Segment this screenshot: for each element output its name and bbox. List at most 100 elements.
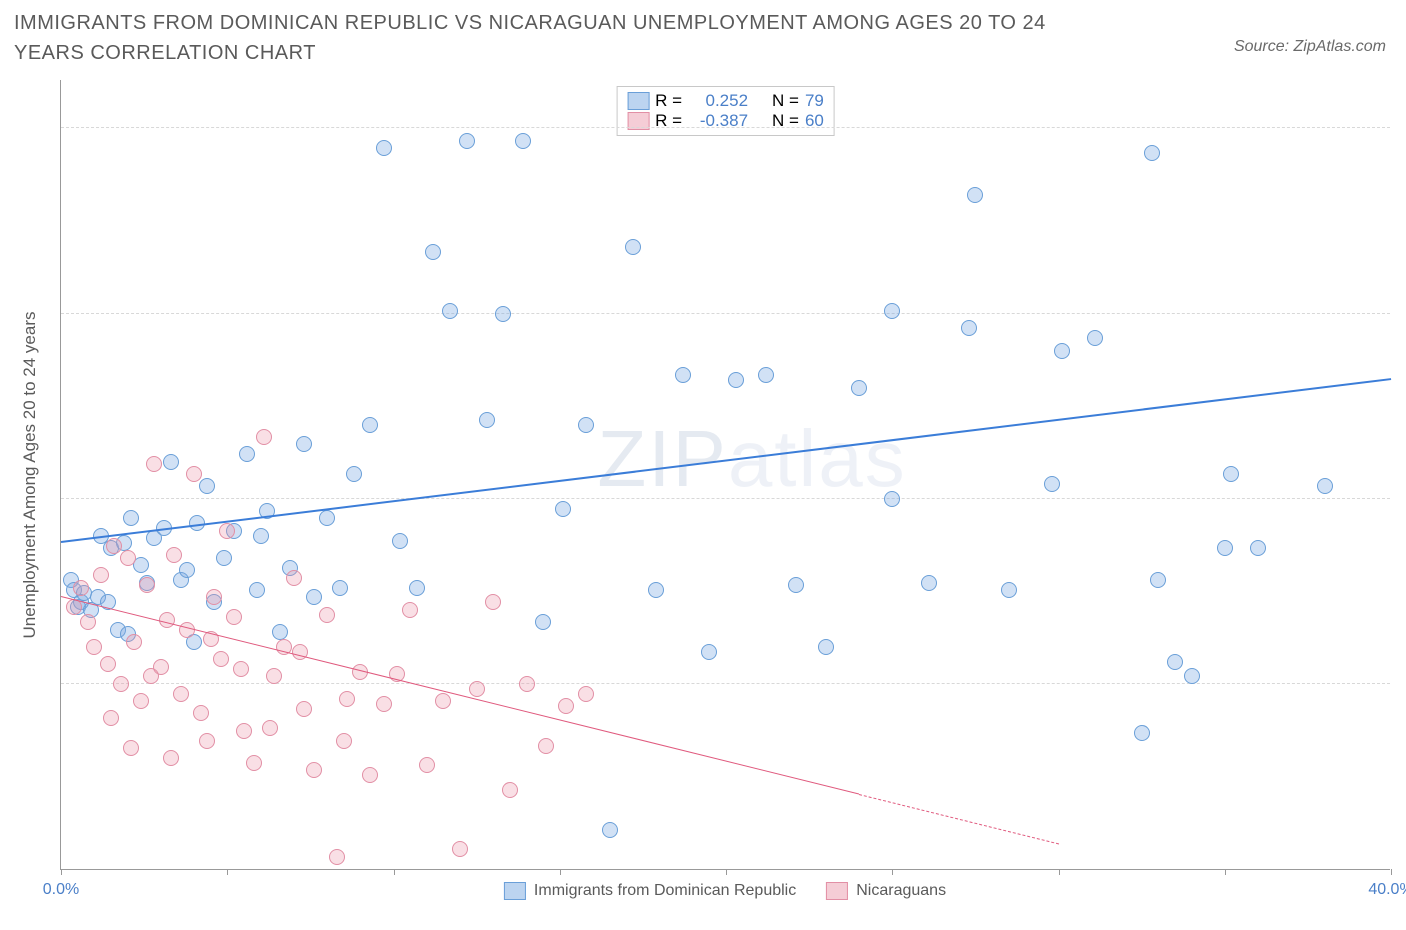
point-nicaraguan xyxy=(452,841,468,857)
trend-line xyxy=(61,378,1391,543)
x-tick xyxy=(1059,869,1060,875)
point-nicaraguan xyxy=(226,609,242,625)
point-dominican xyxy=(555,501,571,517)
point-nicaraguan xyxy=(106,538,122,554)
point-dominican xyxy=(851,380,867,396)
point-dominican xyxy=(409,580,425,596)
point-nicaraguan xyxy=(199,733,215,749)
point-nicaraguan xyxy=(485,594,501,610)
point-nicaraguan xyxy=(100,656,116,672)
point-dominican xyxy=(961,320,977,336)
point-nicaraguan xyxy=(519,676,535,692)
point-dominican xyxy=(253,528,269,544)
point-nicaraguan xyxy=(256,429,272,445)
point-dominican xyxy=(515,133,531,149)
point-nicaraguan xyxy=(159,612,175,628)
x-tick-label: 0.0% xyxy=(43,881,79,899)
x-tick xyxy=(227,869,228,875)
point-dominican xyxy=(967,187,983,203)
point-dominican xyxy=(1317,478,1333,494)
point-nicaraguan xyxy=(402,602,418,618)
point-nicaraguan xyxy=(376,696,392,712)
point-nicaraguan xyxy=(166,547,182,563)
point-nicaraguan xyxy=(578,686,594,702)
point-dominican xyxy=(495,306,511,322)
legend-bottom-item: Immigrants from Dominican Republic xyxy=(504,882,796,900)
point-nicaraguan xyxy=(123,740,139,756)
legend-r-value: 0.252 xyxy=(688,91,748,111)
point-nicaraguan xyxy=(173,686,189,702)
point-nicaraguan xyxy=(469,681,485,697)
point-nicaraguan xyxy=(186,466,202,482)
point-dominican xyxy=(296,436,312,452)
point-dominican xyxy=(216,550,232,566)
point-nicaraguan xyxy=(80,614,96,630)
point-nicaraguan xyxy=(262,720,278,736)
point-dominican xyxy=(1144,145,1160,161)
point-dominican xyxy=(1087,330,1103,346)
point-nicaraguan xyxy=(306,762,322,778)
point-nicaraguan xyxy=(236,723,252,739)
point-dominican xyxy=(884,303,900,319)
x-tick xyxy=(61,869,62,875)
point-dominican xyxy=(535,614,551,630)
point-dominican xyxy=(675,367,691,383)
point-dominican xyxy=(239,446,255,462)
y-axis-label: Unemployment Among Ages 20 to 24 years xyxy=(20,312,40,639)
x-tick xyxy=(892,869,893,875)
point-nicaraguan xyxy=(435,693,451,709)
point-dominican xyxy=(249,582,265,598)
point-nicaraguan xyxy=(538,738,554,754)
point-dominican xyxy=(758,367,774,383)
point-nicaraguan xyxy=(93,567,109,583)
point-dominican xyxy=(479,412,495,428)
legend-r-label: R = xyxy=(655,91,682,111)
x-tick xyxy=(726,869,727,875)
point-dominican xyxy=(1054,343,1070,359)
legend-swatch xyxy=(826,882,848,900)
point-dominican xyxy=(884,491,900,507)
point-dominican xyxy=(602,822,618,838)
point-dominican xyxy=(306,589,322,605)
point-nicaraguan xyxy=(419,757,435,773)
point-dominican xyxy=(1223,466,1239,482)
point-dominican xyxy=(319,510,335,526)
point-nicaraguan xyxy=(329,849,345,865)
x-tick xyxy=(1391,869,1392,875)
x-tick-label: 40.0% xyxy=(1368,881,1406,899)
point-nicaraguan xyxy=(319,607,335,623)
y-tick-label: 30.0% xyxy=(1398,101,1406,119)
point-dominican xyxy=(625,239,641,255)
point-dominican xyxy=(425,244,441,260)
point-nicaraguan xyxy=(206,589,222,605)
point-dominican xyxy=(701,644,717,660)
point-dominican xyxy=(332,580,348,596)
point-dominican xyxy=(788,577,804,593)
x-tick xyxy=(394,869,395,875)
point-nicaraguan xyxy=(558,698,574,714)
gridline-h xyxy=(61,313,1390,314)
point-dominican xyxy=(728,372,744,388)
point-dominican xyxy=(921,575,937,591)
x-tick xyxy=(1225,869,1226,875)
point-dominican xyxy=(1001,582,1017,598)
source-attribution: Source: ZipAtlas.com xyxy=(1234,38,1386,56)
point-nicaraguan xyxy=(143,668,159,684)
chart-title: IMMIGRANTS FROM DOMINICAN REPUBLIC VS NI… xyxy=(14,8,1114,68)
point-nicaraguan xyxy=(213,651,229,667)
gridline-h xyxy=(61,127,1390,128)
point-dominican xyxy=(818,639,834,655)
legend-series-name: Immigrants from Dominican Republic xyxy=(534,882,796,900)
point-dominican xyxy=(392,533,408,549)
point-dominican xyxy=(459,133,475,149)
point-dominican xyxy=(199,478,215,494)
plot-area: ZIPatlas R =0.252N =79R =-0.387N =60 7.5… xyxy=(60,80,1390,870)
legend-swatch xyxy=(627,92,649,110)
point-nicaraguan xyxy=(73,580,89,596)
point-dominican xyxy=(346,466,362,482)
point-nicaraguan xyxy=(163,750,179,766)
point-nicaraguan xyxy=(296,701,312,717)
point-nicaraguan xyxy=(233,661,249,677)
point-nicaraguan xyxy=(86,639,102,655)
point-dominican xyxy=(1134,725,1150,741)
